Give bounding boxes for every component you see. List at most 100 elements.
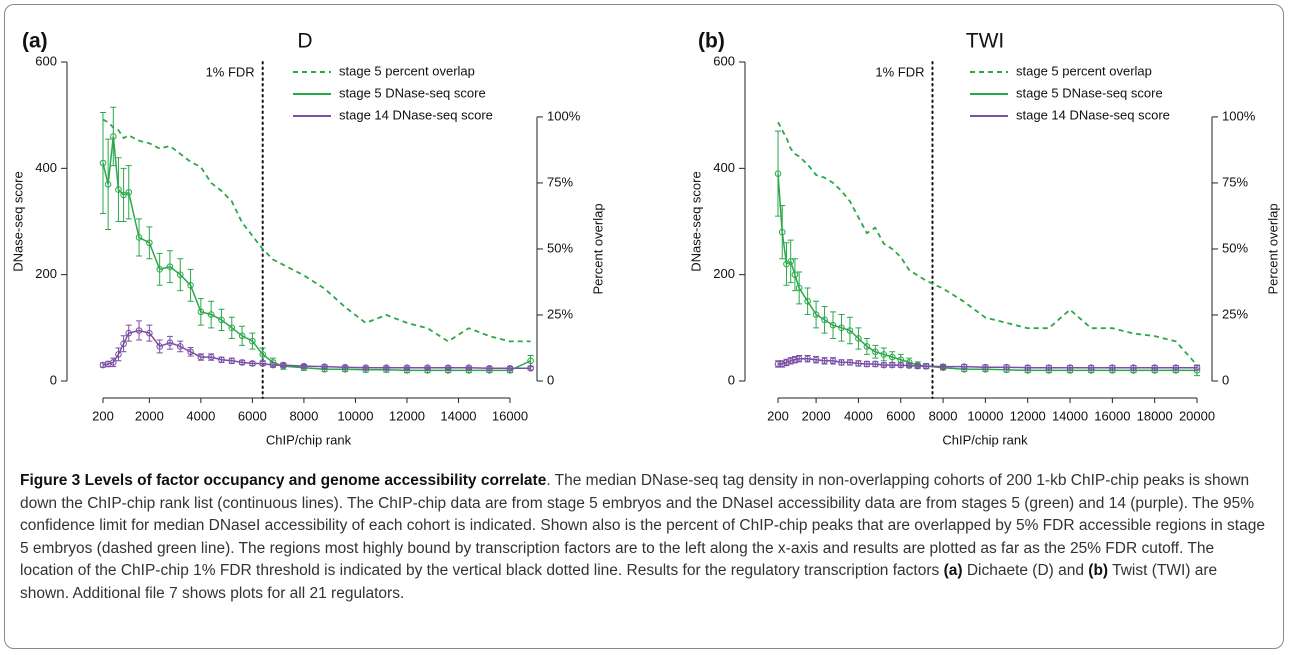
dashed-line [102,118,531,343]
marker [249,360,256,367]
x-tick-label: 16000 [1094,408,1130,423]
marker [115,186,122,193]
y-tick-label: 400 [35,160,57,175]
marker [125,188,133,196]
error-bar [110,106,117,167]
x-tick-label: 6000 [886,408,915,423]
y-tick-label: 600 [713,53,735,68]
marker [1193,364,1201,372]
caption-text: Twist (TWI) are shown. Additional file 7… [20,562,1218,602]
error-bar [105,138,112,230]
figure-frame [4,4,1284,649]
marker [812,356,820,364]
fdr-label: 1% FDR [875,64,924,79]
marker [1172,364,1180,372]
y-tick-label: 400 [713,160,735,175]
marker [120,340,127,348]
error-bar [774,130,781,217]
marker [238,359,246,366]
marker [321,363,328,370]
marker [238,332,246,340]
x-tick-label: 200 [767,408,789,423]
marker [228,324,236,332]
marker [774,360,782,368]
legend-label: stage 5 DNase-seq score [339,85,486,100]
error-bar [146,226,153,260]
error-bar [259,347,266,362]
marker [115,351,122,358]
y2-tick-label: 50% [547,240,573,255]
x-tick-label: 18000 [1137,408,1173,423]
y2-tick-label: 25% [1222,306,1248,321]
legend-label: stage 14 DNase-seq score [1016,107,1170,122]
y2-tick-label: 100% [547,108,581,123]
error-bar [855,327,862,350]
y2-tick-label: 25% [547,306,573,321]
marker [218,356,225,364]
error-bar [783,242,790,286]
marker [1130,364,1137,372]
error-bar [156,252,163,286]
marker [166,263,174,270]
marker [1003,363,1010,371]
marker [218,316,225,324]
error-bar [177,340,184,353]
marker [783,359,790,366]
marker [863,360,871,368]
marker [176,343,184,350]
x-tick-label: 12000 [1010,408,1046,423]
marker [187,282,194,289]
caption-text: Dichaete (D) and [962,562,1089,579]
y2-tick-label: 75% [547,174,573,189]
error-bar [156,339,163,354]
error-bar [830,311,837,339]
marker [187,348,194,356]
dashed-line [777,121,1198,366]
marker [880,361,888,369]
x-tick-label: 14000 [1052,408,1088,423]
error-bar [779,205,786,260]
error-bar [796,271,803,305]
marker [939,363,947,370]
marker [804,297,811,305]
marker [1087,364,1095,372]
marker [905,362,913,369]
marker [99,159,107,167]
marker [846,327,854,334]
marker [855,335,862,342]
series-line [778,357,1197,369]
y2-axis-label: Percent overlap [590,203,605,294]
marker [838,324,845,332]
marker [982,363,989,371]
error-bar [136,320,143,341]
marker [821,357,828,365]
marker [897,361,905,369]
legend-label: stage 5 DNase-seq score [1016,85,1163,100]
marker [791,271,799,278]
marker [135,327,143,334]
error-bar [187,268,194,302]
error-bar [146,324,153,342]
marker [104,180,112,188]
marker [1066,364,1074,372]
marker [787,357,794,365]
legend-label: stage 5 percent overlap [1016,63,1152,78]
marker [207,311,215,318]
marker [855,360,862,367]
marker [527,357,534,365]
marker [444,364,452,372]
marker [1024,364,1032,372]
figure-caption: Figure 3 Levels of factor occupancy and … [20,470,1270,605]
marker [863,343,871,350]
x-tick-label: 2000 [135,408,164,423]
error-bar [208,300,215,329]
marker [383,364,390,372]
marker [341,363,349,371]
marker [120,191,127,199]
error-bar [787,239,794,284]
y-axis-label: DNase-seq score [10,171,25,271]
error-bar [527,354,534,367]
marker [465,364,473,372]
y2-axis-label: Percent overlap [1265,203,1280,294]
legend-label: stage 14 DNase-seq score [339,107,493,122]
